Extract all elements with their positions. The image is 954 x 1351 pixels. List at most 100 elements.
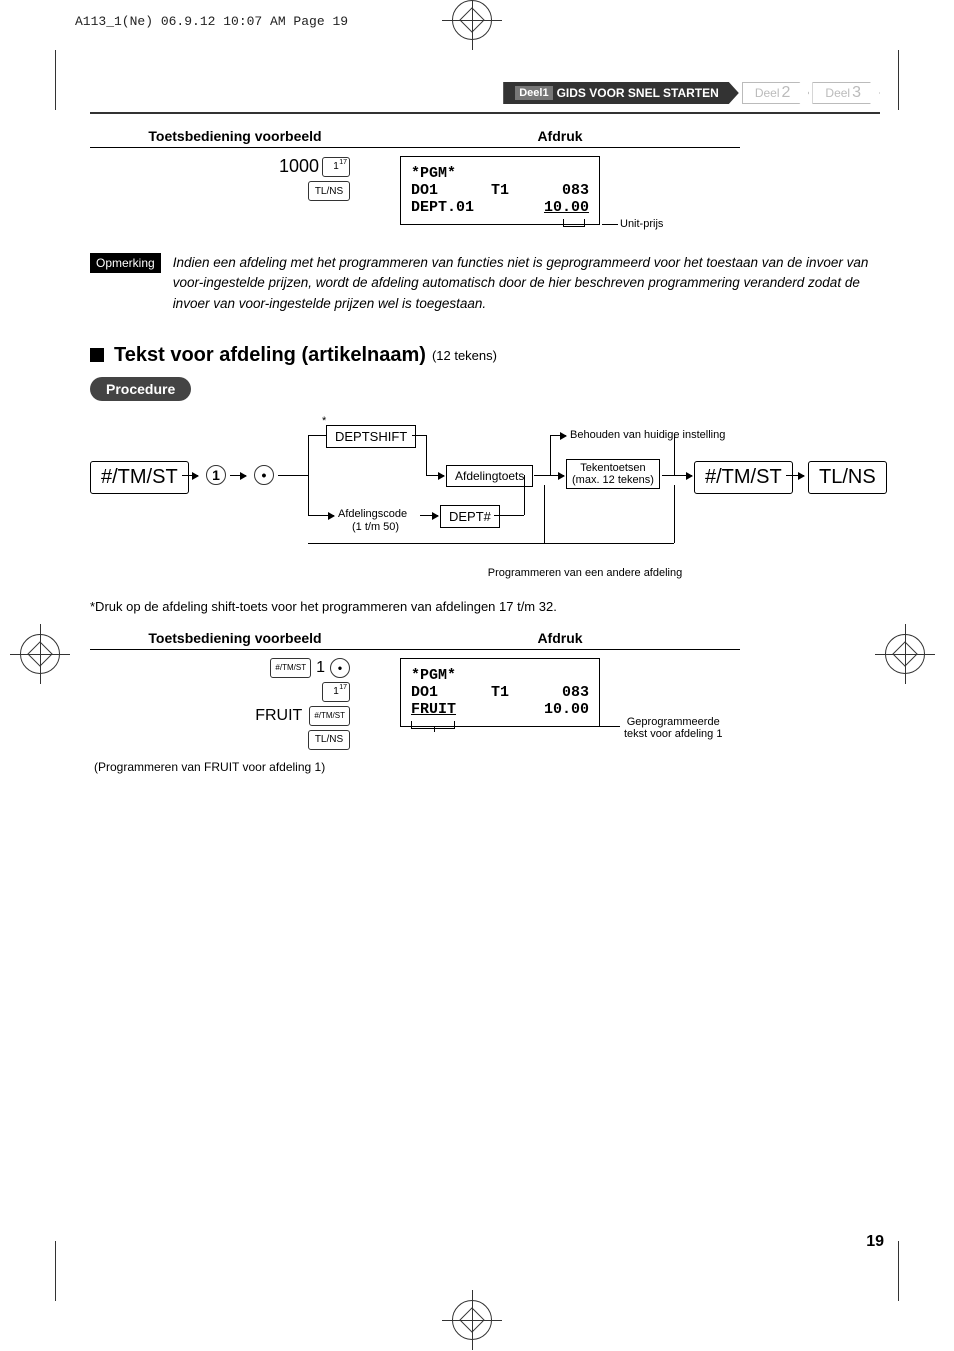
flow-arrow	[308, 515, 334, 516]
flow-caption: Programmeren van een andere afdeling	[290, 567, 880, 579]
flow-line	[308, 543, 544, 544]
section-subtitle: (12 tekens)	[432, 348, 497, 363]
flow-arrow	[550, 435, 566, 436]
tab-prefix-text: Deel	[519, 87, 542, 99]
annotation-line: tekst voor afdeling 1	[624, 728, 722, 740]
flow-line	[308, 435, 326, 436]
tab-prefix: Deel	[755, 86, 780, 100]
flow-line	[426, 435, 427, 475]
tabs-row: Deel1 GIDS VOOR SNEL STARTEN Deel2 Deel3	[90, 80, 880, 106]
tab-num: 3	[852, 84, 861, 102]
page-number: 19	[866, 1233, 884, 1251]
dept-key: 1 17	[322, 682, 350, 702]
example-1-row: Toetsbediening voorbeeld 1000 1 17 TL/NS…	[90, 128, 880, 225]
flow-arrow	[550, 475, 564, 476]
key-line: FRUIT #/TM/ST	[255, 706, 350, 726]
trim-line	[898, 50, 899, 110]
flow-arrow	[230, 475, 246, 476]
tlns-key: TL/NS	[308, 730, 350, 750]
flow-line	[550, 435, 551, 475]
example-caption: (Programmeren van FRUIT voor afdeling 1)	[90, 760, 380, 774]
key-sequence: #/TM/ST 1 • 1 17 FRUIT #/TM/ST TL/NS	[90, 658, 380, 750]
flow-line	[278, 475, 308, 476]
note-text: Indien een afdeling met het programmeren…	[173, 253, 880, 314]
example-heading: Toetsbediening voorbeeld	[90, 630, 380, 650]
section-rule	[90, 112, 880, 114]
example-2-print-col: Afdruk *PGM* DO1 T1 083 FRUIT 10.00	[380, 630, 740, 774]
receipt-cell: 083	[562, 684, 589, 701]
key-line-1: 1000 1 17	[279, 156, 350, 177]
receipt-cell: DEPT.01	[411, 199, 474, 216]
footnote: *Druk op de afdeling shift-toets voor he…	[90, 599, 880, 614]
flow-label-afdcode: Afdelingscode	[338, 508, 407, 520]
flow-line	[544, 485, 545, 543]
key-line: #/TM/ST 1 •	[270, 658, 350, 678]
receipt-annotation: Geprogrammeerde tekst voor afdeling 1	[624, 716, 722, 740]
key-line-2: TL/NS	[308, 181, 350, 201]
flow-arrow	[674, 475, 692, 476]
tab-ghost-3: Deel3	[812, 82, 880, 104]
section-heading: Tekst voor afdeling (artikelnaam) (12 te…	[90, 344, 880, 367]
flow-line	[524, 475, 525, 515]
flow-line	[534, 475, 550, 476]
flow-label-afdcode-sub: (1 t/m 50)	[352, 521, 399, 533]
key-main-label: 1	[333, 161, 339, 172]
note-block: Opmerking Indien een afdeling met het pr…	[90, 253, 880, 314]
example-heading: Toetsbediening voorbeeld	[90, 128, 380, 148]
receipt-wrap: *PGM* DO1 T1 083 DEPT.01 10.00 Unit-prij…	[380, 156, 740, 225]
flow-line	[674, 435, 675, 475]
receipt-cell: 10.00	[544, 701, 589, 718]
tmst-key: #/TM/ST	[309, 706, 350, 726]
key-sequence: 1000 1 17 TL/NS	[90, 156, 380, 201]
flow-key-deptshift: DEPTSHIFT	[326, 425, 416, 448]
tmst-key: #/TM/ST	[270, 658, 311, 678]
trim-line	[55, 50, 56, 110]
example-1-print-col: Afdruk *PGM* DO1 T1 083 DEPT.01 10.00 Un…	[380, 128, 740, 225]
flow-key-depthash: DEPT#	[440, 505, 500, 528]
typed-value: 1000	[279, 156, 319, 177]
tab-active-label: GIDS VOOR SNEL STARTEN	[557, 86, 719, 100]
receipt-line: DO1 T1 083	[411, 182, 589, 199]
trim-line	[55, 1241, 56, 1301]
key-sup-label: 17	[339, 684, 347, 691]
tab-num: 2	[782, 84, 791, 102]
example-heading: Afdruk	[380, 630, 740, 650]
example-heading: Afdruk	[380, 128, 740, 148]
flow-key-1: 1	[206, 465, 226, 485]
receipt-bracket	[563, 219, 585, 227]
flow-box-teken: Tekentoetsen (max. 12 tekens)	[566, 459, 660, 489]
pointer-line	[434, 726, 620, 727]
example-1-keys-col: Toetsbediening voorbeeld 1000 1 17 TL/NS	[90, 128, 380, 225]
flow-label-behouden: Behouden van huidige instelling	[570, 429, 725, 441]
flow-diagram: #/TM/ST 1 • * DEPTSHIFT Afdelingtoets Af…	[90, 413, 880, 563]
typed-value: 1	[316, 659, 325, 677]
receipt-line: FRUIT 10.00	[411, 701, 589, 718]
receipt-box: *PGM* DO1 T1 083 FRUIT 10.00	[400, 658, 600, 727]
flow-line	[308, 435, 309, 515]
receipt-line: DO1 T1 083	[411, 684, 589, 701]
receipt-cell: 083	[562, 182, 589, 199]
flow-arrow	[786, 475, 804, 476]
flow-key-dot: •	[254, 465, 274, 485]
example-2-keys-col: Toetsbediening voorbeeld #/TM/ST 1 • 1 1…	[90, 630, 380, 774]
tlns-key: TL/NS	[308, 181, 350, 201]
key-line: 1 17	[322, 682, 350, 702]
annotation-line: Geprogrammeerde	[627, 716, 720, 728]
page-content: Deel1 GIDS VOOR SNEL STARTEN Deel2 Deel3…	[90, 80, 880, 782]
key-main-label: 1	[333, 686, 339, 697]
receipt-cell: DO1	[411, 684, 438, 701]
dot-key: •	[330, 658, 350, 678]
flow-key-tmst2: #/TM/ST	[694, 461, 793, 494]
flow-arrow	[182, 475, 198, 476]
note-label: Opmerking	[90, 253, 161, 273]
key-sup-label: 17	[339, 159, 347, 166]
flow-line	[662, 475, 674, 476]
flow-key-tlns: TL/NS	[808, 461, 887, 494]
flow-arrow	[420, 515, 438, 516]
receipt-cell: 10.00	[544, 199, 589, 216]
tab-ghost-2: Deel2	[742, 82, 810, 104]
receipt-cell: T1	[491, 182, 509, 199]
section-title: Tekst voor afdeling (artikelnaam)	[114, 344, 426, 367]
receipt-line: *PGM*	[411, 165, 589, 182]
flow-line	[412, 435, 426, 436]
